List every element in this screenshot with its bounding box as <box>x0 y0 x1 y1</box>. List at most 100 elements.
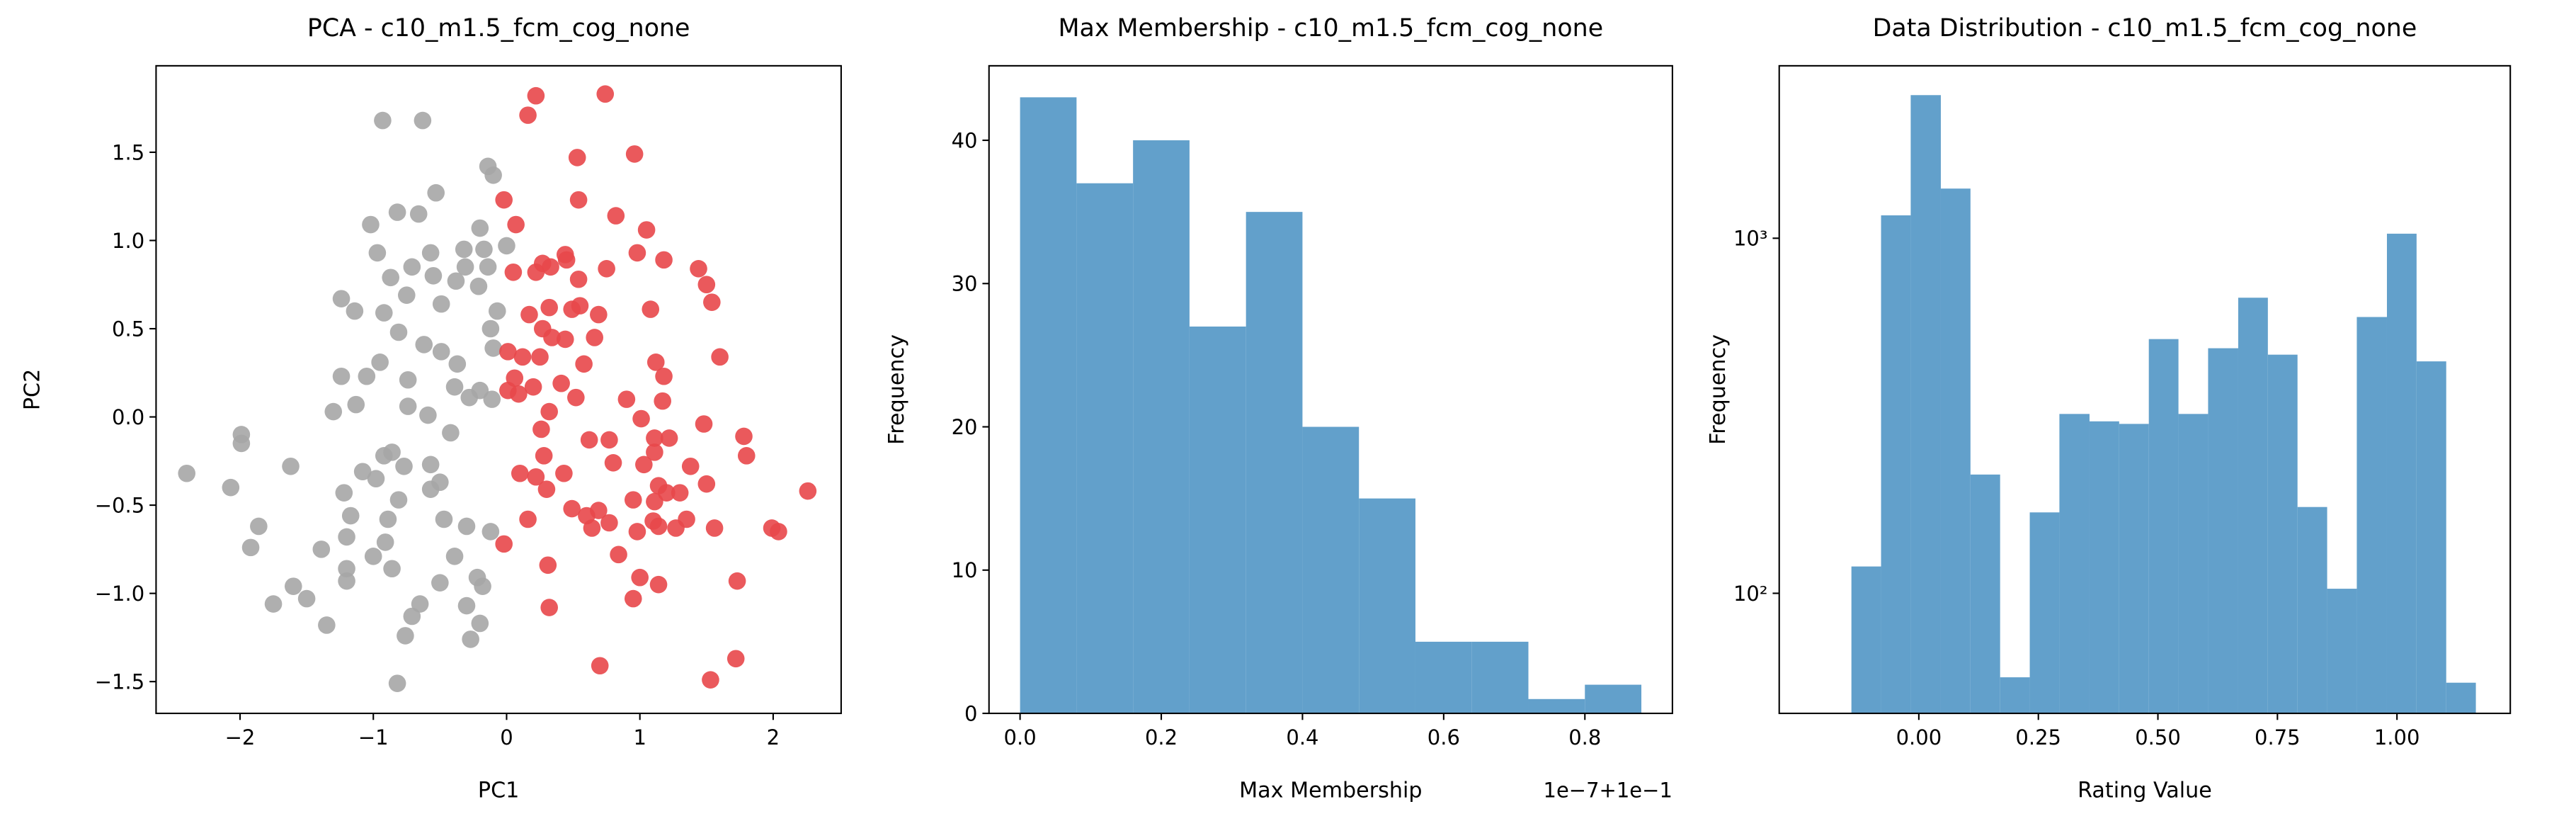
scatter-point <box>646 353 665 371</box>
scatter-point <box>445 548 464 565</box>
scatter-point <box>527 263 545 281</box>
scatter-point <box>448 355 467 373</box>
scatter-point <box>383 443 401 461</box>
x-tick-label: 1.00 <box>2374 725 2420 749</box>
histogram-bar <box>2208 348 2238 714</box>
scatter-point <box>511 464 529 482</box>
scatter-point <box>540 402 558 421</box>
scatter-point <box>624 589 642 608</box>
scatter-point <box>332 367 351 385</box>
scatter-point <box>527 86 545 105</box>
scatter-point <box>341 507 360 525</box>
scatter-point <box>568 149 586 166</box>
scatter-point <box>697 276 716 294</box>
scatter-point <box>600 514 618 532</box>
scatter-point <box>479 258 497 276</box>
x-tick-label: 0.25 <box>2015 725 2061 749</box>
scatter-point <box>368 244 387 262</box>
scatter-point <box>427 183 445 202</box>
x-axis-label: PC1 <box>478 778 519 803</box>
histogram-bar <box>1881 215 1911 714</box>
scatter-point <box>711 348 729 366</box>
scatter-point <box>421 244 440 262</box>
x-tick-label: 0 <box>500 725 513 749</box>
y-axis-label: PC2 <box>21 369 45 410</box>
scatter-point <box>660 429 678 447</box>
y-tick-label: 10³ <box>1733 227 1768 251</box>
scatter-point <box>447 272 465 290</box>
x-tick-label: 0.0 <box>1004 725 1037 749</box>
histogram-bar <box>2059 414 2090 714</box>
scatter-point <box>702 671 719 689</box>
scatter-point <box>583 519 601 537</box>
scatter-point <box>543 329 561 346</box>
scatter-point <box>563 499 581 518</box>
scatter-point <box>483 390 501 408</box>
scatter-point <box>557 251 576 269</box>
scatter-point <box>462 630 479 648</box>
scatter-point <box>411 595 429 613</box>
scatter-point <box>297 589 316 608</box>
scatter-point <box>457 596 476 615</box>
scatter-point <box>635 456 653 474</box>
scatter-point <box>703 293 721 311</box>
histogram-bar <box>1189 326 1246 714</box>
histogram-bar <box>2327 589 2357 714</box>
scatter-point <box>705 519 724 537</box>
scatter-point <box>460 388 479 407</box>
scatter-point <box>481 319 500 338</box>
scatter-point <box>697 475 716 493</box>
scatter-point <box>442 424 460 442</box>
scatter-point <box>432 295 450 313</box>
scatter-point <box>646 429 663 447</box>
histogram-bar <box>2238 298 2268 714</box>
scatter-point <box>628 523 646 541</box>
histogram-bar <box>2446 682 2476 714</box>
scatter-point <box>455 240 473 259</box>
scatter-point <box>631 568 649 587</box>
scatter-point <box>531 348 549 366</box>
scatter-point <box>632 409 650 428</box>
scatter-point <box>519 510 537 528</box>
scatter-point <box>318 616 336 634</box>
scatter-point <box>498 237 515 255</box>
scatter-point <box>625 145 644 163</box>
scatter-point <box>484 339 502 357</box>
scatter-point <box>389 323 408 341</box>
scatter-point <box>471 614 489 633</box>
histogram-bar <box>1940 188 1971 714</box>
scatter-point <box>658 484 676 502</box>
histogram-bar <box>1585 684 1642 714</box>
scatter-point <box>499 343 517 361</box>
scatter-point <box>571 297 589 315</box>
x-tick-label: 0.00 <box>1896 725 1942 749</box>
x-tick-label: 0.2 <box>1145 725 1178 749</box>
scatter-point <box>435 510 453 528</box>
scatter-point <box>388 203 406 221</box>
y-tick-label: 0.0 <box>112 405 144 429</box>
scatter-point <box>527 468 545 486</box>
scatter-point <box>604 454 622 472</box>
scatter-point <box>414 111 432 130</box>
scatter-point <box>383 560 401 578</box>
scatter-point <box>397 627 414 645</box>
scatter-point <box>335 484 353 502</box>
scatter-point <box>590 305 608 324</box>
scatter-point <box>567 388 585 407</box>
scatter-point <box>358 367 376 385</box>
histogram-bar <box>1910 95 1941 714</box>
scatter-point <box>469 277 488 295</box>
x-axis-label: Max Membership <box>1239 778 1422 803</box>
scatter-point <box>421 456 440 474</box>
scatter-point <box>362 215 380 234</box>
scatter-point <box>312 541 331 558</box>
histogram-bar <box>2178 414 2209 714</box>
scatter-point <box>510 385 528 403</box>
scatter-point <box>495 535 513 553</box>
scatter-point <box>264 595 283 613</box>
histogram-bar <box>1020 97 1077 714</box>
scatter-point <box>338 528 355 546</box>
x-tick-label: 1 <box>633 725 646 749</box>
scatter-point <box>353 463 372 481</box>
